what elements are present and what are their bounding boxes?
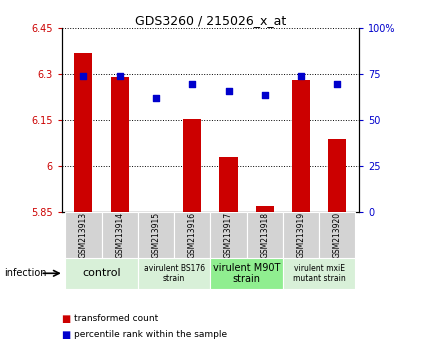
Bar — [283, 212, 319, 258]
Text: GSM213915: GSM213915 — [151, 212, 161, 258]
Bar — [210, 212, 246, 258]
Bar — [210, 258, 283, 289]
Point — [298, 73, 304, 79]
Bar — [319, 212, 355, 258]
Bar — [138, 212, 174, 258]
Point — [261, 92, 268, 97]
Bar — [283, 258, 355, 289]
Title: GDS3260 / 215026_x_at: GDS3260 / 215026_x_at — [135, 14, 286, 27]
Point — [116, 73, 123, 79]
Text: virulent M90T
strain: virulent M90T strain — [213, 263, 280, 284]
Point — [80, 73, 87, 79]
Text: GSM213920: GSM213920 — [333, 212, 342, 258]
Bar — [219, 157, 238, 212]
Text: GSM213917: GSM213917 — [224, 212, 233, 258]
Text: percentile rank within the sample: percentile rank within the sample — [74, 330, 227, 339]
Point — [189, 81, 196, 86]
Point — [225, 88, 232, 94]
Bar — [292, 80, 310, 212]
Bar — [246, 212, 283, 258]
Bar — [110, 78, 129, 212]
Text: control: control — [82, 268, 121, 279]
Text: transformed count: transformed count — [74, 314, 159, 323]
Bar — [138, 258, 210, 289]
Text: GSM213918: GSM213918 — [260, 212, 269, 258]
Bar — [174, 212, 210, 258]
Bar — [65, 258, 138, 289]
Bar — [65, 212, 102, 258]
Text: infection: infection — [4, 268, 47, 278]
Text: ■: ■ — [62, 314, 71, 324]
Bar — [183, 119, 201, 212]
Text: GSM213916: GSM213916 — [188, 212, 197, 258]
Text: GSM213914: GSM213914 — [115, 212, 124, 258]
Point — [153, 96, 159, 101]
Text: GSM213913: GSM213913 — [79, 212, 88, 258]
Text: ■: ■ — [62, 330, 71, 339]
Point — [334, 81, 341, 86]
Text: GSM213919: GSM213919 — [297, 212, 306, 258]
Text: virulent mxiE
mutant strain: virulent mxiE mutant strain — [293, 264, 346, 283]
Bar — [256, 206, 274, 212]
Bar — [328, 139, 346, 212]
Text: avirulent BS176
strain: avirulent BS176 strain — [144, 264, 205, 283]
Bar — [74, 53, 93, 212]
Bar — [102, 212, 138, 258]
